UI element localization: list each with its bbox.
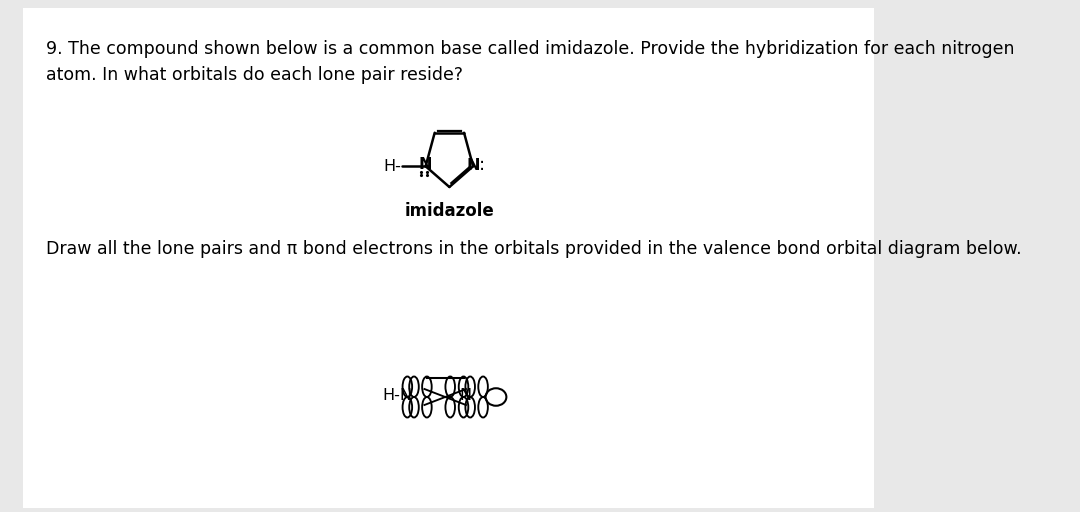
Text: H-: H- [383,159,402,174]
Text: Draw all the lone pairs and π bond electrons in the orbitals provided in the val: Draw all the lone pairs and π bond elect… [45,240,1022,258]
FancyBboxPatch shape [24,8,874,508]
Text: :: : [478,156,485,174]
Text: N: N [419,157,432,172]
Text: H-N: H-N [382,389,413,403]
Text: 9. The compound shown below is a common base called imidazole. Provide the hybri: 9. The compound shown below is a common … [45,40,1014,84]
Text: imidazole: imidazole [405,202,495,220]
Text: N: N [467,158,481,173]
Text: N: N [459,389,472,403]
